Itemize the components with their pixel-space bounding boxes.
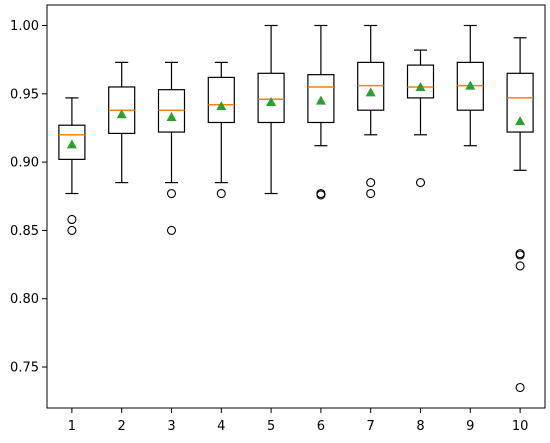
outlier-point — [316, 190, 326, 200]
x-tick-label: 2 — [118, 419, 126, 434]
y-tick-label: 0.80 — [10, 292, 39, 307]
x-tick-label: 4 — [217, 419, 225, 434]
plot-frame — [46, 4, 546, 409]
x-tick-label: 10 — [512, 419, 529, 434]
x-tick-label: 9 — [466, 419, 474, 434]
mean-marker — [465, 80, 476, 90]
x-tick-label: 8 — [416, 419, 424, 434]
box-group-4 — [207, 61, 235, 199]
iqr-box — [506, 72, 534, 133]
outlier-point — [366, 188, 376, 199]
iqr-box — [406, 64, 435, 99]
box-group-5 — [257, 24, 285, 195]
x-tick-label: 3 — [167, 419, 175, 434]
y-tick-label: 1.00 — [10, 19, 39, 34]
mean-marker — [216, 101, 227, 111]
box-group-3 — [157, 61, 186, 235]
outlier-point — [515, 261, 525, 271]
plot-layer — [58, 24, 534, 393]
box-group-9 — [456, 24, 484, 147]
iqr-box — [58, 124, 86, 160]
outlier-point — [166, 188, 177, 199]
iqr-box — [207, 76, 235, 124]
mean-marker — [66, 139, 77, 149]
box-group-10 — [506, 37, 534, 393]
outlier-point — [366, 178, 376, 188]
outlier-point — [515, 382, 525, 393]
outlier-point — [216, 188, 226, 199]
box-group-7 — [357, 24, 385, 199]
mean-marker — [266, 96, 277, 106]
y-tick-label: 0.90 — [10, 156, 39, 171]
box-group-6 — [307, 24, 335, 200]
outlier-point — [166, 225, 177, 235]
y-tick-label: 0.75 — [10, 361, 39, 376]
mean-marker — [515, 116, 526, 126]
box-group-8 — [406, 49, 435, 188]
x-tick-label: 5 — [267, 419, 275, 434]
outlier-point — [67, 225, 77, 235]
iqr-box — [257, 72, 285, 124]
mean-marker — [116, 109, 127, 119]
outlier-point — [515, 250, 525, 260]
x-tick-label: 7 — [367, 419, 375, 434]
iqr-box — [307, 74, 335, 124]
box-group-2 — [108, 61, 136, 184]
y-tick-label: 0.95 — [10, 87, 39, 102]
mean-marker — [166, 112, 177, 122]
box-group-1 — [58, 97, 86, 235]
y-tick-label: 0.85 — [10, 224, 39, 239]
axis-layer: 0.75 0.80 0.85 0.90 0.95 1.00 1 2 3 4 5 6 7 8 9 10 — [10, 19, 528, 434]
x-tick-label: 1 — [68, 419, 76, 434]
outlier-point — [415, 178, 426, 188]
mean-marker — [315, 95, 326, 105]
mean-marker — [415, 81, 426, 91]
mean-marker — [365, 87, 376, 97]
x-tick-label: 6 — [317, 419, 325, 434]
outlier-point — [67, 214, 77, 225]
